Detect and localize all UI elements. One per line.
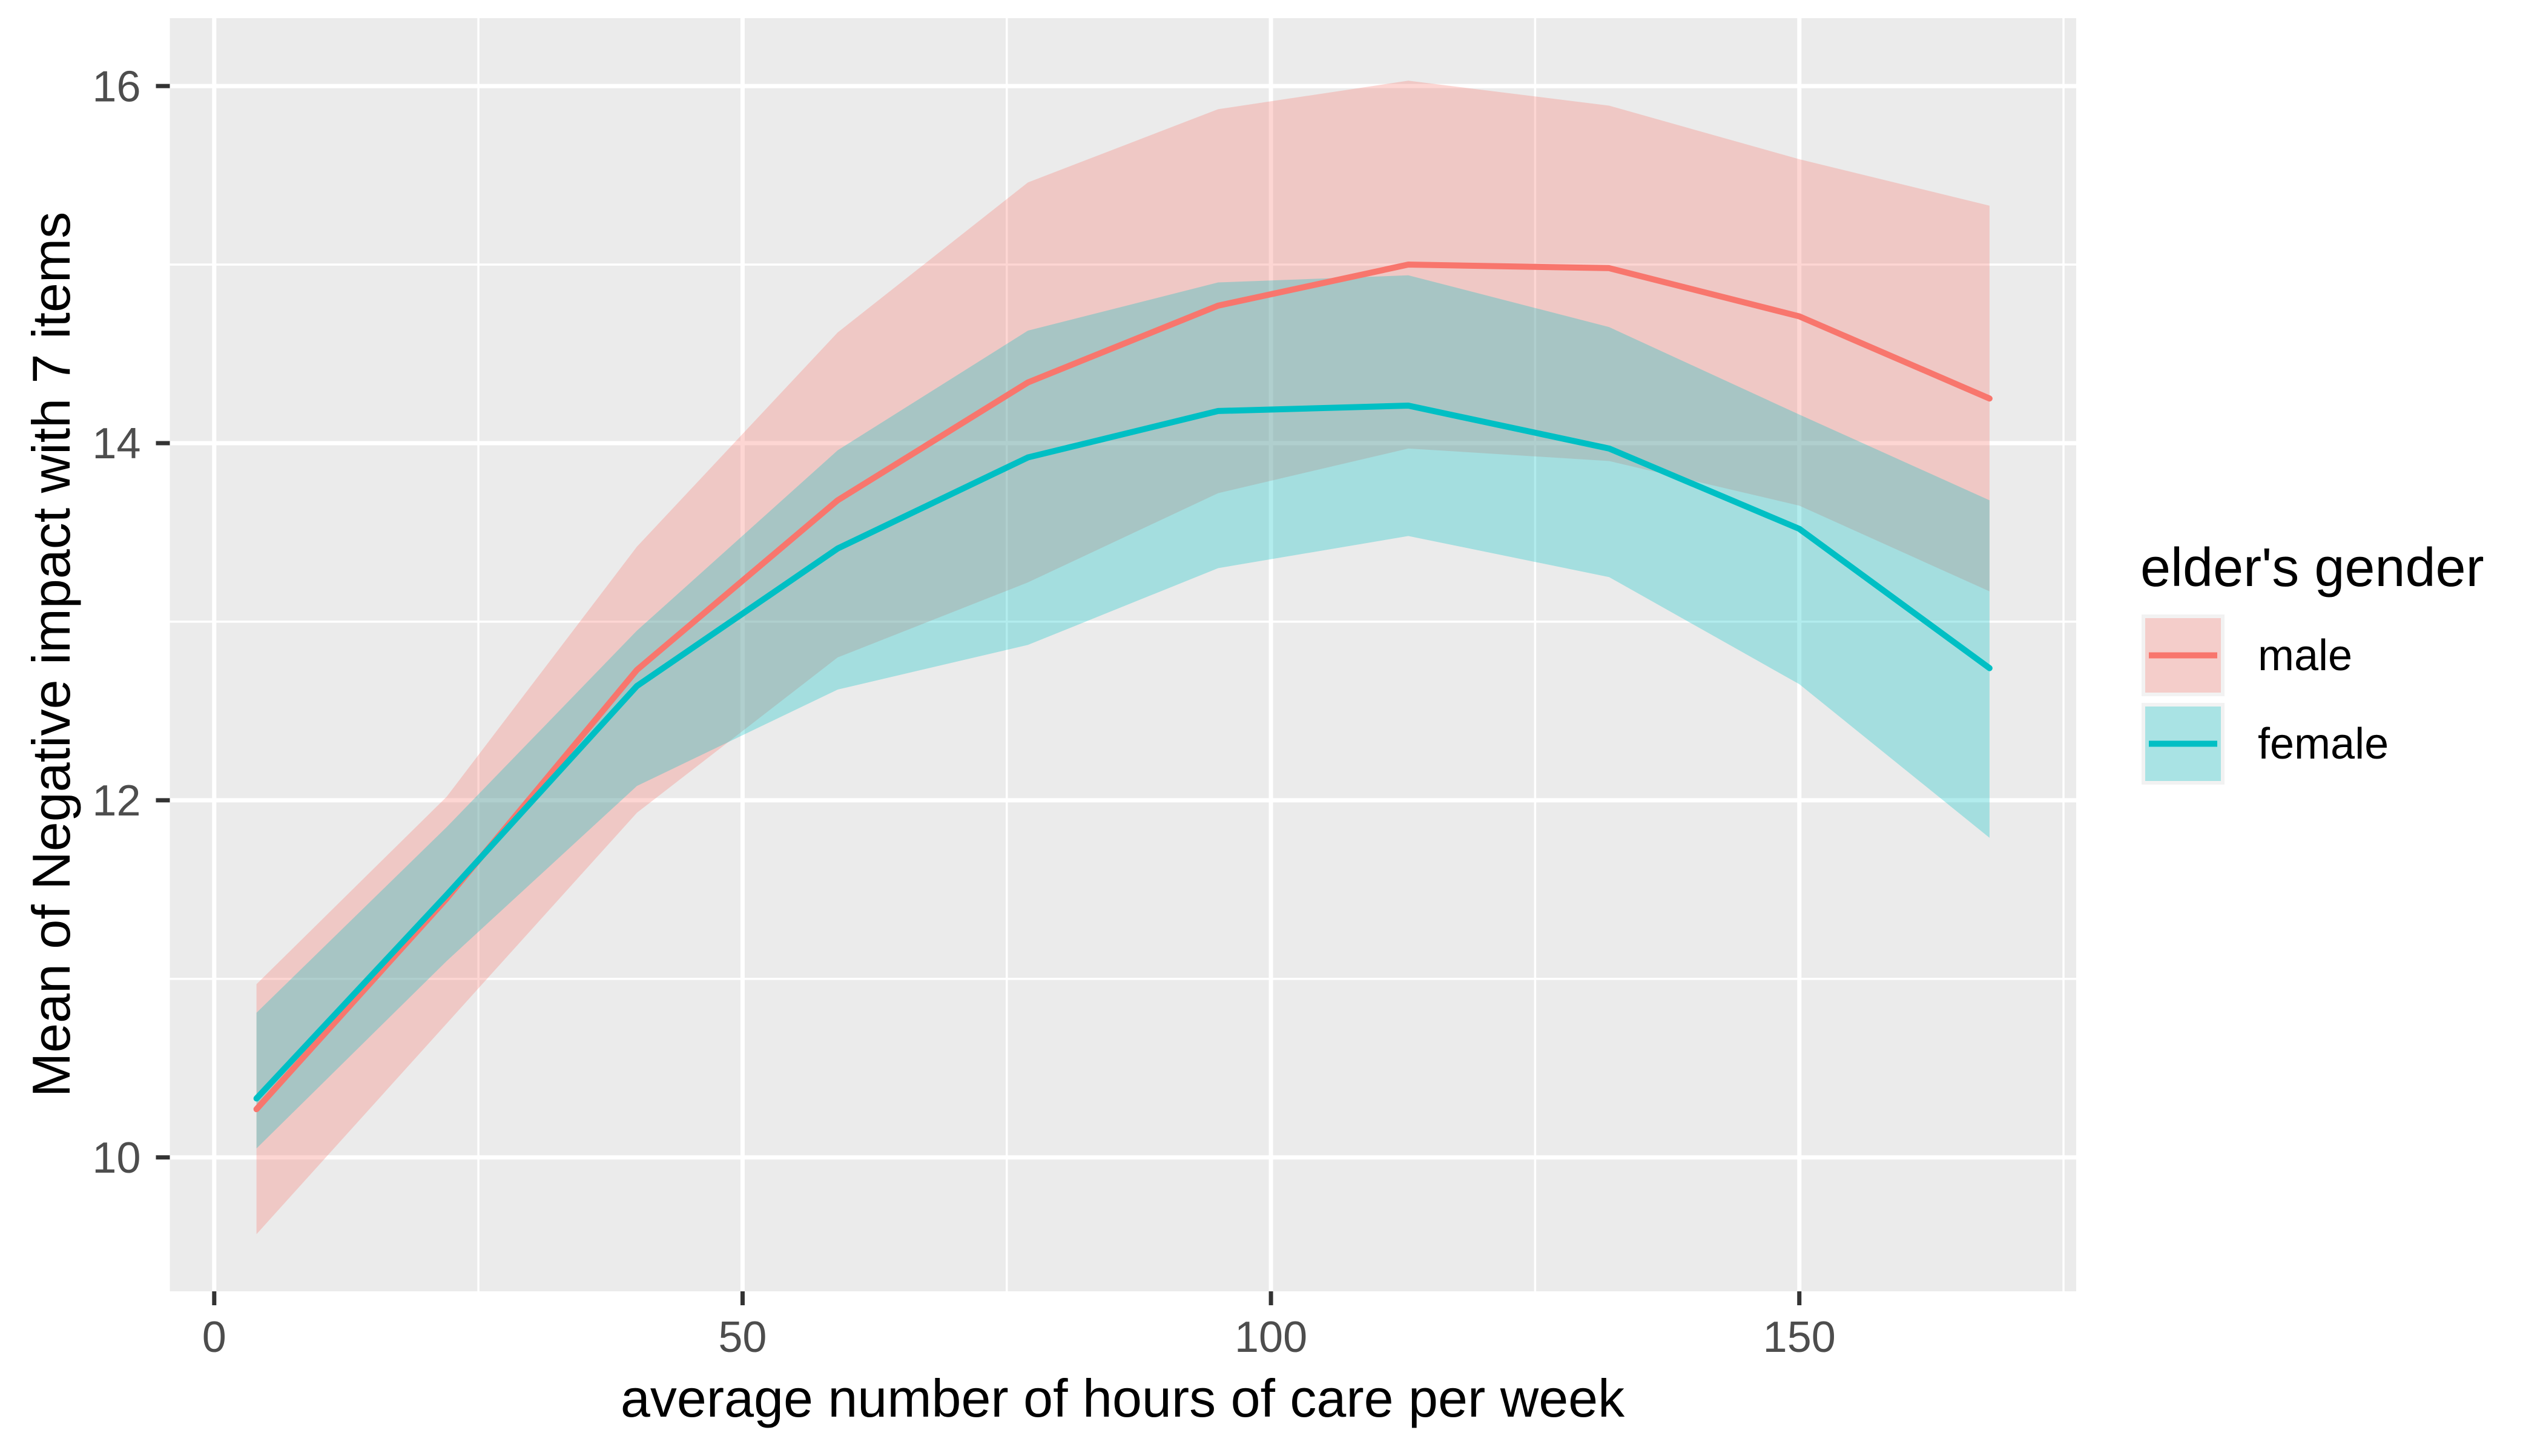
x-tick-label: 50 [718, 1313, 767, 1362]
female-line [253, 403, 1993, 1102]
x-tick-label: 0 [202, 1313, 226, 1362]
series-lines [253, 262, 1993, 1113]
legend: elder's gender male female [2140, 538, 2484, 785]
confidence-ribbons [256, 81, 1990, 1234]
x-tick-label: 150 [1763, 1313, 1836, 1362]
x-tick-label: 100 [1235, 1313, 1307, 1362]
major-gridlines [170, 18, 2076, 1291]
legend-keys [2142, 614, 2225, 785]
plot-panel [170, 18, 2076, 1291]
legend-title: elder's gender [2140, 538, 2484, 598]
x-axis-title: average number of hours of care per week [621, 1368, 1625, 1428]
female-confidence-ribbon [256, 275, 1990, 1149]
y-tick-label: 16 [92, 62, 140, 111]
y-tick-label: 12 [92, 777, 140, 825]
y-tick-label: 14 [92, 420, 140, 468]
male-line [253, 262, 1993, 1113]
minor-gridlines [170, 18, 2076, 1291]
legend-label-female: female [2258, 720, 2389, 768]
y-axis-title: Mean of Negative impact with 7 items [21, 212, 81, 1097]
male-confidence-ribbon [256, 81, 1990, 1234]
legend-label-male: male [2258, 631, 2352, 680]
axis-tick-marks [156, 84, 1802, 1305]
axis-tick-labels: 0 50 100 150 10 12 14 16 [92, 62, 1835, 1362]
y-tick-label: 10 [92, 1134, 140, 1182]
